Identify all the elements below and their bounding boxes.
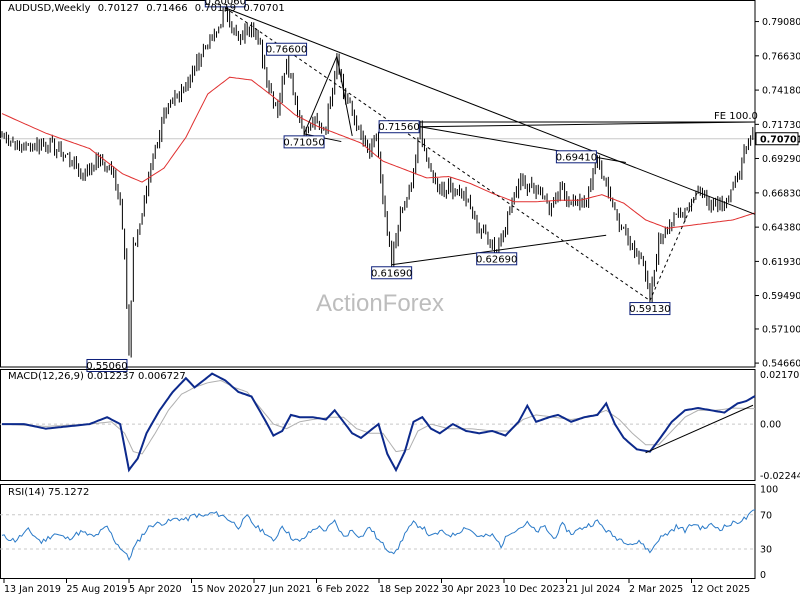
macd-title: MACD(12,26,9) 0.012237 0.006727 [8,371,186,382]
macd-signal-line [1,379,756,455]
x-tick-label: 21 Jul 2024 [567,584,621,595]
ohlc-close: 0.70701 [243,3,285,14]
current-price-box [755,132,799,146]
rsi-line [1,509,756,562]
price-annotation-box [555,150,597,164]
symbol-header: AUDUSD,Weekly 0.70127 0.71466 0.70119 0.… [8,3,289,14]
x-tick-label: 12 Oct 2025 [692,584,751,595]
price-annotation-box [371,266,413,280]
x-tick-label: 27 Jun 2021 [254,584,311,595]
ohlc-low: 0.70119 [194,3,237,14]
trendline [420,121,756,128]
macd-y-tick-label: 0.00 [760,420,781,431]
price-annotation-box [204,0,246,8]
trendline [303,56,338,135]
macd-trendline [645,404,754,454]
price-annotation-box [629,302,671,316]
x-tick-label: 25 Aug 2019 [67,584,128,595]
ohlc-open: 0.70127 [97,3,140,14]
x-tick-label: 18 Sep 2022 [379,584,439,595]
price-y-tick-label: 0.54660 [762,359,800,370]
price-annotation-label: 0.59130 [629,304,670,315]
x-tick-label: 15 Nov 2020 [192,584,253,595]
price-y-tick-label: 0.79080 [762,17,800,28]
x-tick-label: 30 Apr 2023 [442,584,501,595]
price-annotation-label: 0.76600 [266,45,307,56]
x-axis: 13 Jan 2019 25 Aug 2019 5 Apr 2020 15 Nov 2… [3,579,751,595]
trendline [649,190,699,301]
price-annotation-label: 0.71560 [378,122,419,133]
watermark: ActionForex [316,290,444,317]
price-y-tick-label: 0.64380 [762,223,800,234]
macd-panel: 0.021701 0.00 -0.022445 [0,369,800,482]
price-y-tick-label: 0.59490 [762,291,800,302]
x-tick-label: 13 Jan 2019 [4,584,61,595]
price-annotation-label: 0.62690 [476,254,517,265]
trendline [336,56,353,137]
x-tick-label: 10 Dec 2023 [504,584,565,595]
price-y-tick-label: 0.61930 [762,257,800,268]
price-y-tick-label: 0.57100 [762,324,800,335]
rsi-y-tick-label: 100 [760,485,778,496]
price-annotation-label: 0.61690 [371,268,412,279]
price-annotation-box [476,252,518,266]
sma-line [1,76,756,229]
rsi-title: RSI(14) 75.1272 [8,487,90,498]
trendline [391,234,607,266]
rsi-panel: 100 70 30 0 [0,484,778,581]
price-annotation-label: 0.71050 [283,137,324,148]
price-y-tick-label: 0.71730 [762,120,800,131]
ohlc-high: 0.71466 [146,3,188,14]
fe-label: FE 100.0 [714,111,758,122]
price-annotation-box [378,120,420,134]
x-tick-label: 6 Feb 2022 [317,584,370,595]
macd-y-tick-label: 0.021701 [760,370,800,381]
price-annotation-label: 0.80060 [205,0,246,7]
price-annotation-label: 0.55060 [86,361,127,372]
rsi-y-tick-label: 0 [760,570,766,581]
price-y-tick-label: 0.69290 [762,154,800,165]
chart-title: AUDUSD,Weekly [8,3,91,14]
x-tick-label: 5 Apr 2020 [129,584,182,595]
price-annotation-box [283,135,325,149]
x-tick-label: 2 Mar 2025 [629,584,683,595]
price-annotation-label: 0.69410 [556,152,597,163]
macd-y-tick-label: -0.022445 [760,471,800,482]
price-y-tick-label: 0.74180 [762,86,800,97]
price-y-tick-label: 0.76630 [762,51,800,62]
rsi-panel-border [0,484,756,579]
price-annotation-box [86,358,128,372]
trendline [224,7,651,301]
trendline [225,7,756,215]
macd-line [2,372,756,473]
main-price-panel: ActionForex 0.54660 0.57100 0.59490 0.61930 0… [0,0,800,372]
current-price-label: 0.70701 [760,135,800,146]
macd-panel-border [0,369,756,481]
rsi-y-tick-label: 70 [760,510,772,521]
price-y-tick-label: 0.66830 [762,188,800,199]
price-annotation-box [266,42,308,56]
main-panel-border [0,0,756,368]
rsi-y-tick-label: 30 [760,545,772,556]
